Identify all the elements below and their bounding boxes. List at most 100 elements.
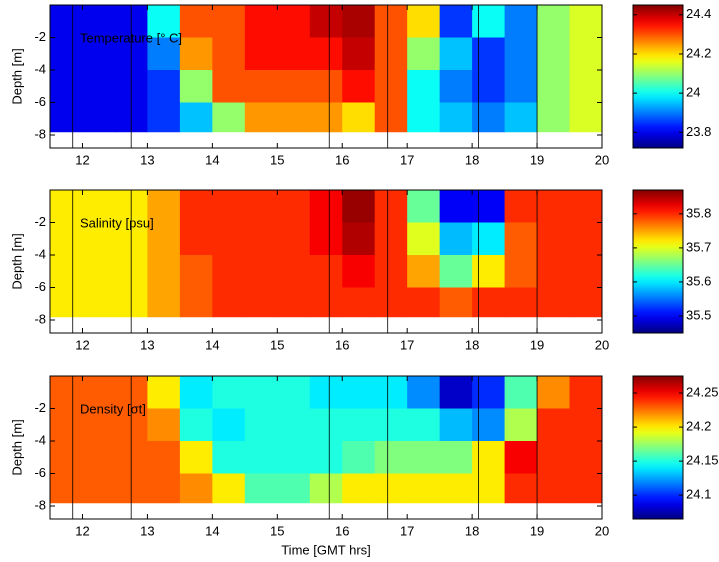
heat-cell [179,5,213,38]
heat-cell [50,102,83,133]
heat-cell [439,473,473,504]
heat-cell [504,5,538,38]
heat-cell [212,287,246,318]
heat-cell [374,102,408,133]
heat-cell [244,473,278,504]
heat-cell [407,102,441,133]
heat-cell [277,37,311,71]
heat-cell [179,102,213,133]
heat-cell [537,5,571,38]
y-tick-label: -2 [34,400,46,415]
y-axis-label: Depth [m] [9,233,24,289]
heat-cell [50,222,83,256]
heat-cell [50,441,83,474]
heat-cell [504,376,538,409]
heat-cell [212,102,246,133]
x-tick-label: 19 [530,523,544,538]
heat-cell [244,37,278,71]
heat-cell [569,441,603,474]
heat-cell [309,102,343,133]
heat-cell [537,287,571,318]
heat-cell [212,190,246,223]
x-tick-label: 14 [205,337,219,352]
heat-cell [504,37,538,71]
heat-cell [569,222,603,256]
heat-cell [537,102,571,133]
heat-cell [374,473,408,504]
panel-title: Temperature [° C] [80,30,182,45]
heat-cell [82,408,116,442]
heat-cell [407,376,441,409]
colorbar-tick-label: 24.1 [686,487,711,502]
colorbar-tick-label: 24.25 [686,384,719,399]
heat-cell [179,441,213,474]
heat-cell [277,255,311,288]
heat-cell [472,102,506,133]
heat-cell [50,255,83,288]
heat-cell [82,190,116,223]
colorbar [632,189,684,334]
heat-cell [439,408,473,442]
heat-cell [212,70,246,103]
colorbar-tick-label: 35.8 [686,205,711,220]
heat-cell [212,255,246,288]
heat-cell [374,222,408,256]
heat-cell [309,70,343,103]
colorbar-tick-label: 23.8 [686,124,711,139]
heat-cell [342,255,376,288]
heat-cell [82,473,116,504]
heat-cell [439,222,473,256]
y-tick-label: -6 [34,279,46,294]
heat-cell [50,5,83,38]
colorbar-tick-label: 24.2 [686,419,711,434]
heat-cell [147,70,181,103]
heat-cell [374,70,408,103]
x-tick-label: 17 [400,337,414,352]
heat-cell [504,287,538,318]
heat-cell [309,255,343,288]
heat-cell [569,37,603,71]
heat-cell [212,441,246,474]
colorbar-tick-label: 35.7 [686,239,711,254]
x-axis-label: Time [GMT hrs] [281,542,371,557]
heat-cell [569,408,603,442]
y-tick-label: -4 [34,61,46,76]
heat-cell [569,376,603,409]
heat-cell [212,37,246,71]
x-tick-label: 16 [335,337,349,352]
heat-cell [439,441,473,474]
x-tick-label: 15 [270,152,284,167]
heat-cell [537,376,571,409]
heat-cell [309,5,343,38]
heat-cell [309,37,343,71]
y-tick-label: -2 [34,214,46,229]
heat-cell [82,376,116,409]
heat-cell [472,5,506,38]
heat-cell [179,376,213,409]
heat-cell [179,408,213,442]
y-tick-label: -4 [34,246,46,261]
y-tick-label: -6 [34,465,46,480]
heat-cell [147,376,181,409]
heat-cell [147,441,181,474]
x-tick-label: 14 [205,152,219,167]
heat-cell [147,473,181,504]
heat-cell [244,287,278,318]
x-tick-label: 17 [400,523,414,538]
heat-cell [244,222,278,256]
heat-cell [50,70,83,103]
colorbar [632,375,684,520]
x-tick-label: 20 [595,523,609,538]
heat-cell [569,190,603,223]
x-tick-label: 18 [465,523,479,538]
heat-cell [147,287,181,318]
heat-cell [50,376,83,409]
heat-cell [342,70,376,103]
heat-cell [374,255,408,288]
heat-cell [569,255,603,288]
heat-cell [374,287,408,318]
heat-cell [569,102,603,133]
heat-cell [407,222,441,256]
heat-cell [537,473,571,504]
